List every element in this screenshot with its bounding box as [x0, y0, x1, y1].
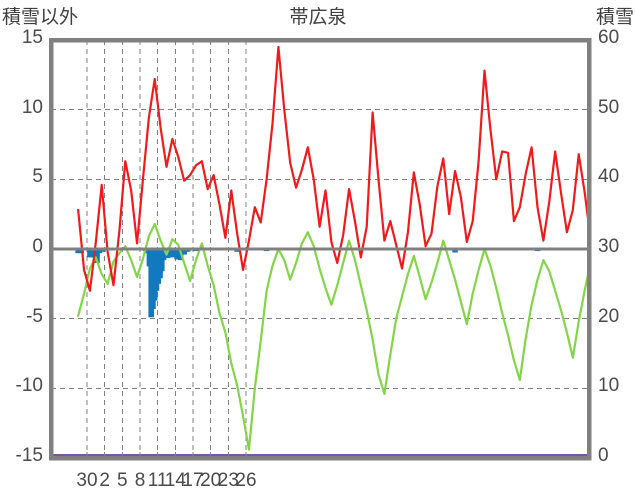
- x-axis-tick-label: 17: [182, 470, 204, 491]
- y2-axis-tick-label: 50: [598, 96, 620, 118]
- y2-axis-tick-label: 60: [598, 27, 620, 48]
- x-axis-tick-label: 5: [117, 470, 128, 491]
- y2-axis-tick-label: 30: [598, 236, 620, 257]
- x-axis-tick-label: 8: [134, 470, 146, 491]
- axis-ticks: [86, 452, 247, 458]
- y-axis-tick-label: 10: [21, 96, 43, 118]
- x-axis-tick-label: 30: [76, 470, 98, 491]
- y-axis-tick-label: 0: [32, 236, 43, 257]
- y-axis-tick-label: -15: [15, 445, 43, 466]
- y2-axis-tick-label: 20: [598, 305, 620, 327]
- y-axis-tick-label: 5: [32, 166, 43, 188]
- x-axis-tick-label: 11: [147, 470, 168, 491]
- x-axis-tick-label: 26: [235, 470, 257, 491]
- y-axis-tick-label: 15: [21, 27, 43, 48]
- y-axis-tick-label: -10: [15, 375, 43, 397]
- left-axis-title: 積雪以外: [2, 7, 79, 28]
- page-title: 帯広泉: [289, 7, 347, 28]
- y2-axis-tick-label: 0: [598, 445, 609, 466]
- y2-axis-tick-label: 10: [598, 375, 620, 397]
- plot-frame: [48, 37, 592, 461]
- y-axis-tick-label: -5: [26, 305, 43, 327]
- x-axis-tick-label: 2: [99, 470, 110, 491]
- x-axis-tick-label: 20: [200, 470, 222, 491]
- data-series: [51, 45, 589, 458]
- x-axis-tick-label: 14: [164, 470, 186, 491]
- y2-axis-tick-label: 40: [598, 166, 620, 188]
- x-axis-tick-label: 23: [217, 470, 239, 491]
- right-axis-title: 積雪: [595, 7, 634, 28]
